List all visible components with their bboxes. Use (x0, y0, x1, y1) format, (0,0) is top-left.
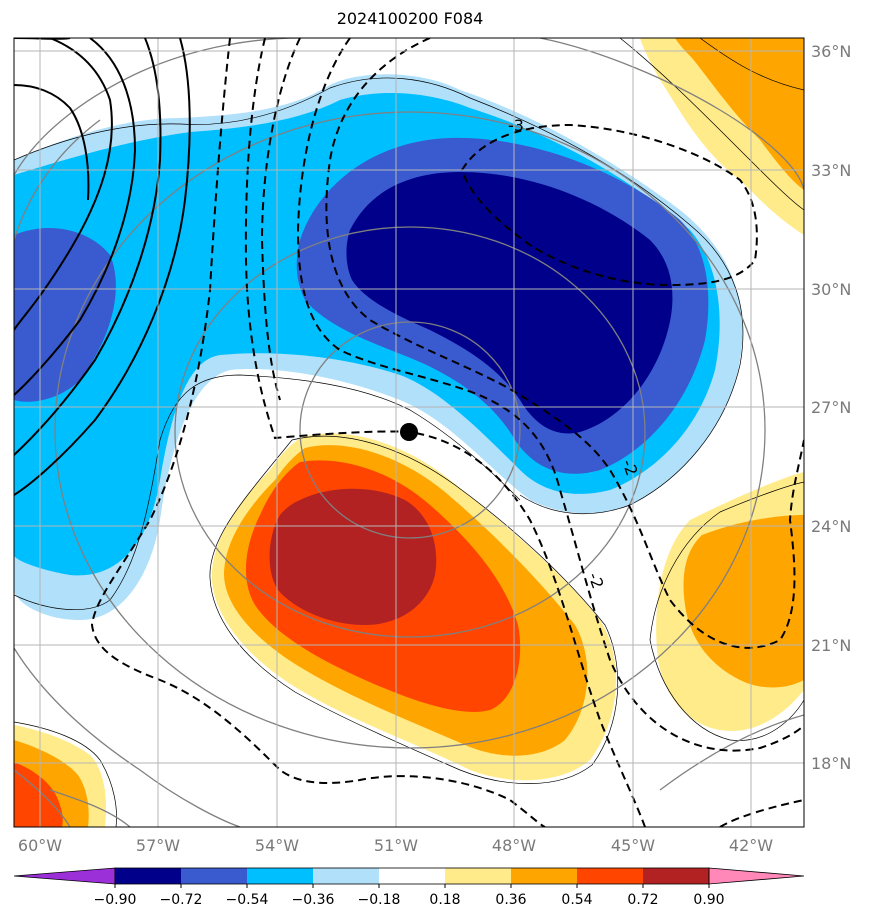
lat-tick-label: 21°N (811, 636, 851, 655)
lat-tick-labels: 36°N 33°N 30°N 27°N 24°N 21°N 18°N (811, 42, 851, 773)
colorbar-tick-label: 0.54 (561, 892, 592, 908)
lon-tick-label: 51°W (374, 836, 418, 855)
contour-label-minus2-b: -2 (584, 570, 607, 591)
colorbar-tick-label: −0.18 (358, 892, 401, 908)
lon-tick-labels: 60°W 57°W 54°W 51°W 48°W 45°W 42°W (18, 836, 773, 855)
colorbar-swatch (115, 868, 181, 884)
map-title: 2024100200 F084 (336, 9, 484, 28)
colorbar-swatch (643, 868, 709, 884)
colorbar-swatch (247, 868, 313, 884)
contour-label-minus3: -3 (508, 116, 524, 135)
lat-tick-label: 24°N (811, 517, 851, 536)
storm-center-marker (400, 423, 418, 441)
contour-label-minus2-a: -2 (618, 457, 641, 478)
colorbar-swatch (379, 868, 445, 884)
lon-tick-label: 54°W (255, 836, 299, 855)
colorbar-swatch (577, 868, 643, 884)
colorbar-swatch (181, 868, 247, 884)
colorbar-tick-label: 0.36 (495, 892, 526, 908)
grey-contours (14, 38, 804, 827)
colorbar-tick-label: −0.36 (292, 892, 335, 908)
lon-tick-label: 48°W (492, 836, 536, 855)
lat-tick-label: 36°N (811, 42, 851, 61)
colorbar-tick-label: 0.72 (627, 892, 658, 908)
colorbar-extend-min (13, 867, 116, 885)
map-frame (13, 37, 805, 828)
colorbar-frame (114, 867, 710, 885)
colorbar-extend-max (708, 867, 805, 885)
lat-tick-label: 30°N (811, 280, 851, 299)
colorbar-tick-label: −0.90 (94, 892, 137, 908)
lat-tick-label: 33°N (811, 161, 851, 180)
colorbar-swatch (445, 868, 511, 884)
lat-lon-grid (14, 38, 804, 827)
colorbar-tick-label: −0.54 (226, 892, 269, 908)
contour-labels: -3 -2 -2 (508, 116, 642, 591)
lon-tick-label: 60°W (18, 836, 62, 855)
colorbar-tick-label: −0.72 (160, 892, 203, 908)
lat-tick-label: 27°N (811, 398, 851, 417)
colorbar-swatch (511, 868, 577, 884)
negative-anomaly-fill (14, 74, 743, 621)
lon-tick-label: 57°W (136, 836, 180, 855)
colorbar-swatch (313, 868, 379, 884)
lon-tick-label: 42°W (729, 836, 773, 855)
colorbar-tick-label: 0.90 (693, 892, 724, 908)
lat-tick-label: 18°N (811, 754, 851, 773)
solid-contours (14, 38, 191, 496)
colorbar-tick-label: 0.18 (429, 892, 460, 908)
map-plot-area: -3 -2 -2 (14, 38, 804, 827)
lon-tick-label: 45°W (611, 836, 655, 855)
colorbar: −0.90 −0.72 −0.54 −0.36 −0.18 0.18 0.36 0.54 0.7… (13, 867, 805, 908)
